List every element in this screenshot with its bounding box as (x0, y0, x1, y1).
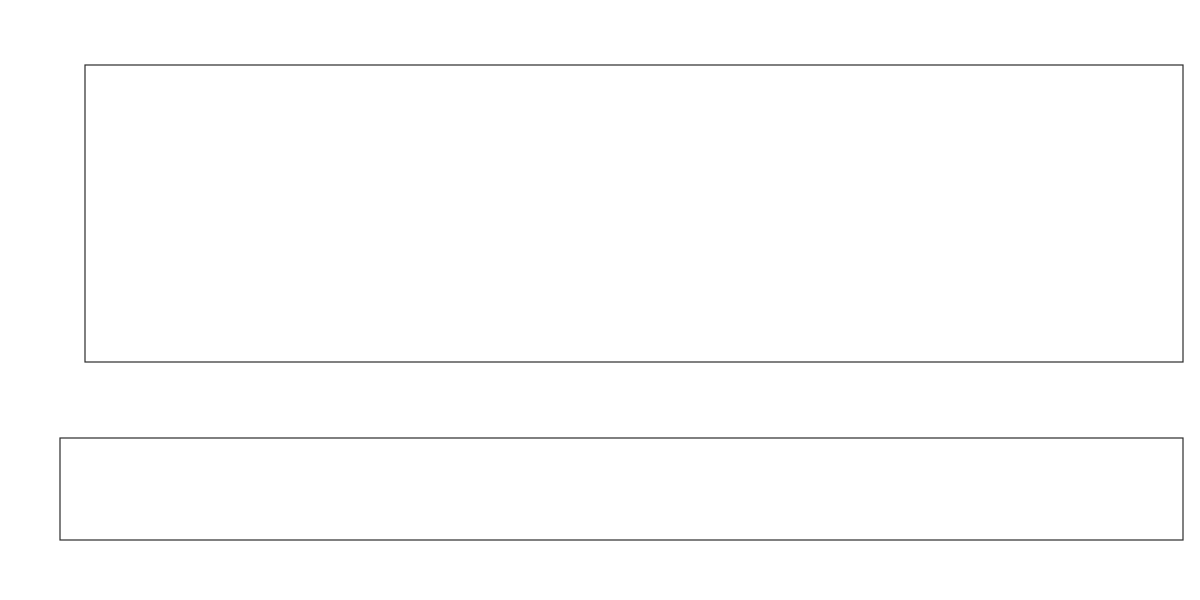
bar-plot-frame (59, 437, 1184, 541)
price-plot-frame (84, 64, 1184, 363)
